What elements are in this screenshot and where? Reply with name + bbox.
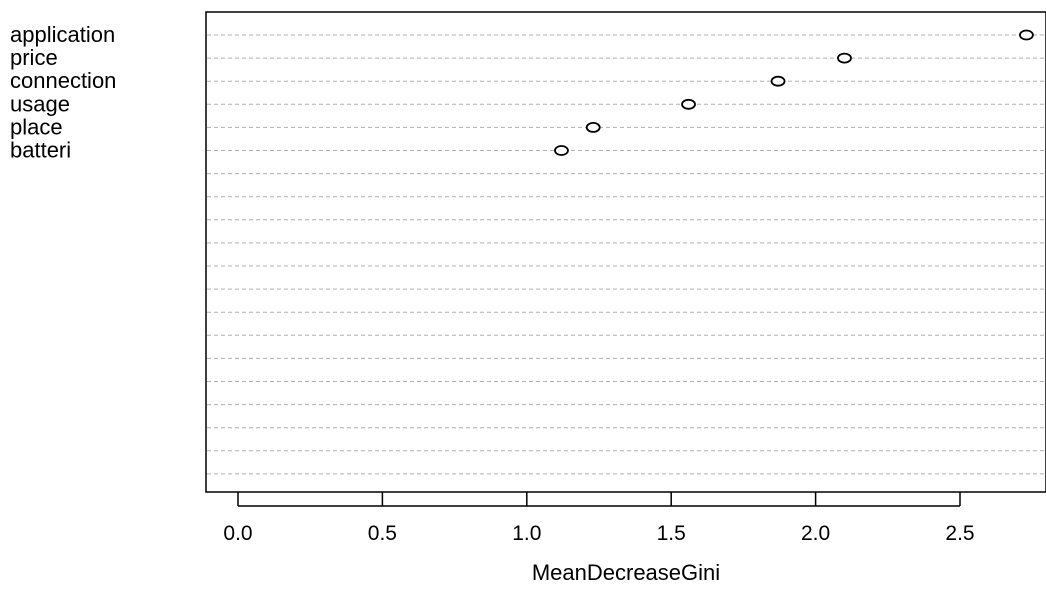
category-label: usage: [10, 91, 70, 116]
category-label: application: [10, 22, 115, 47]
data-point: [1019, 29, 1034, 41]
x-tick-label: 2.5: [945, 522, 974, 545]
category-label: batteri: [10, 138, 71, 163]
data-point: [770, 75, 786, 87]
category-label: price: [10, 45, 58, 70]
data-points: [554, 29, 1034, 156]
x-tick-label: 1.5: [657, 522, 686, 545]
x-tick-label: 1.0: [512, 522, 541, 545]
category-label: place: [10, 114, 63, 139]
grid-lines: [207, 34, 1046, 475]
plot-frame: [205, 11, 1046, 493]
data-point: [585, 122, 601, 133]
x-tick-label: 2.0: [801, 522, 830, 545]
x-tick-label: 0.5: [368, 522, 397, 545]
category-labels: applicationpriceconnectionusageplacebatt…: [10, 22, 116, 163]
x-axis: 0.0 0.5 1.0 1.5 2.0 2.5: [223, 492, 975, 545]
category-label: connection: [10, 68, 116, 93]
data-point: [681, 98, 696, 110]
data-point: [554, 145, 569, 156]
data-point: [837, 52, 852, 64]
x-axis-title: MeanDecreaseGini: [532, 560, 720, 585]
x-tick-label: 0.0: [223, 522, 252, 545]
